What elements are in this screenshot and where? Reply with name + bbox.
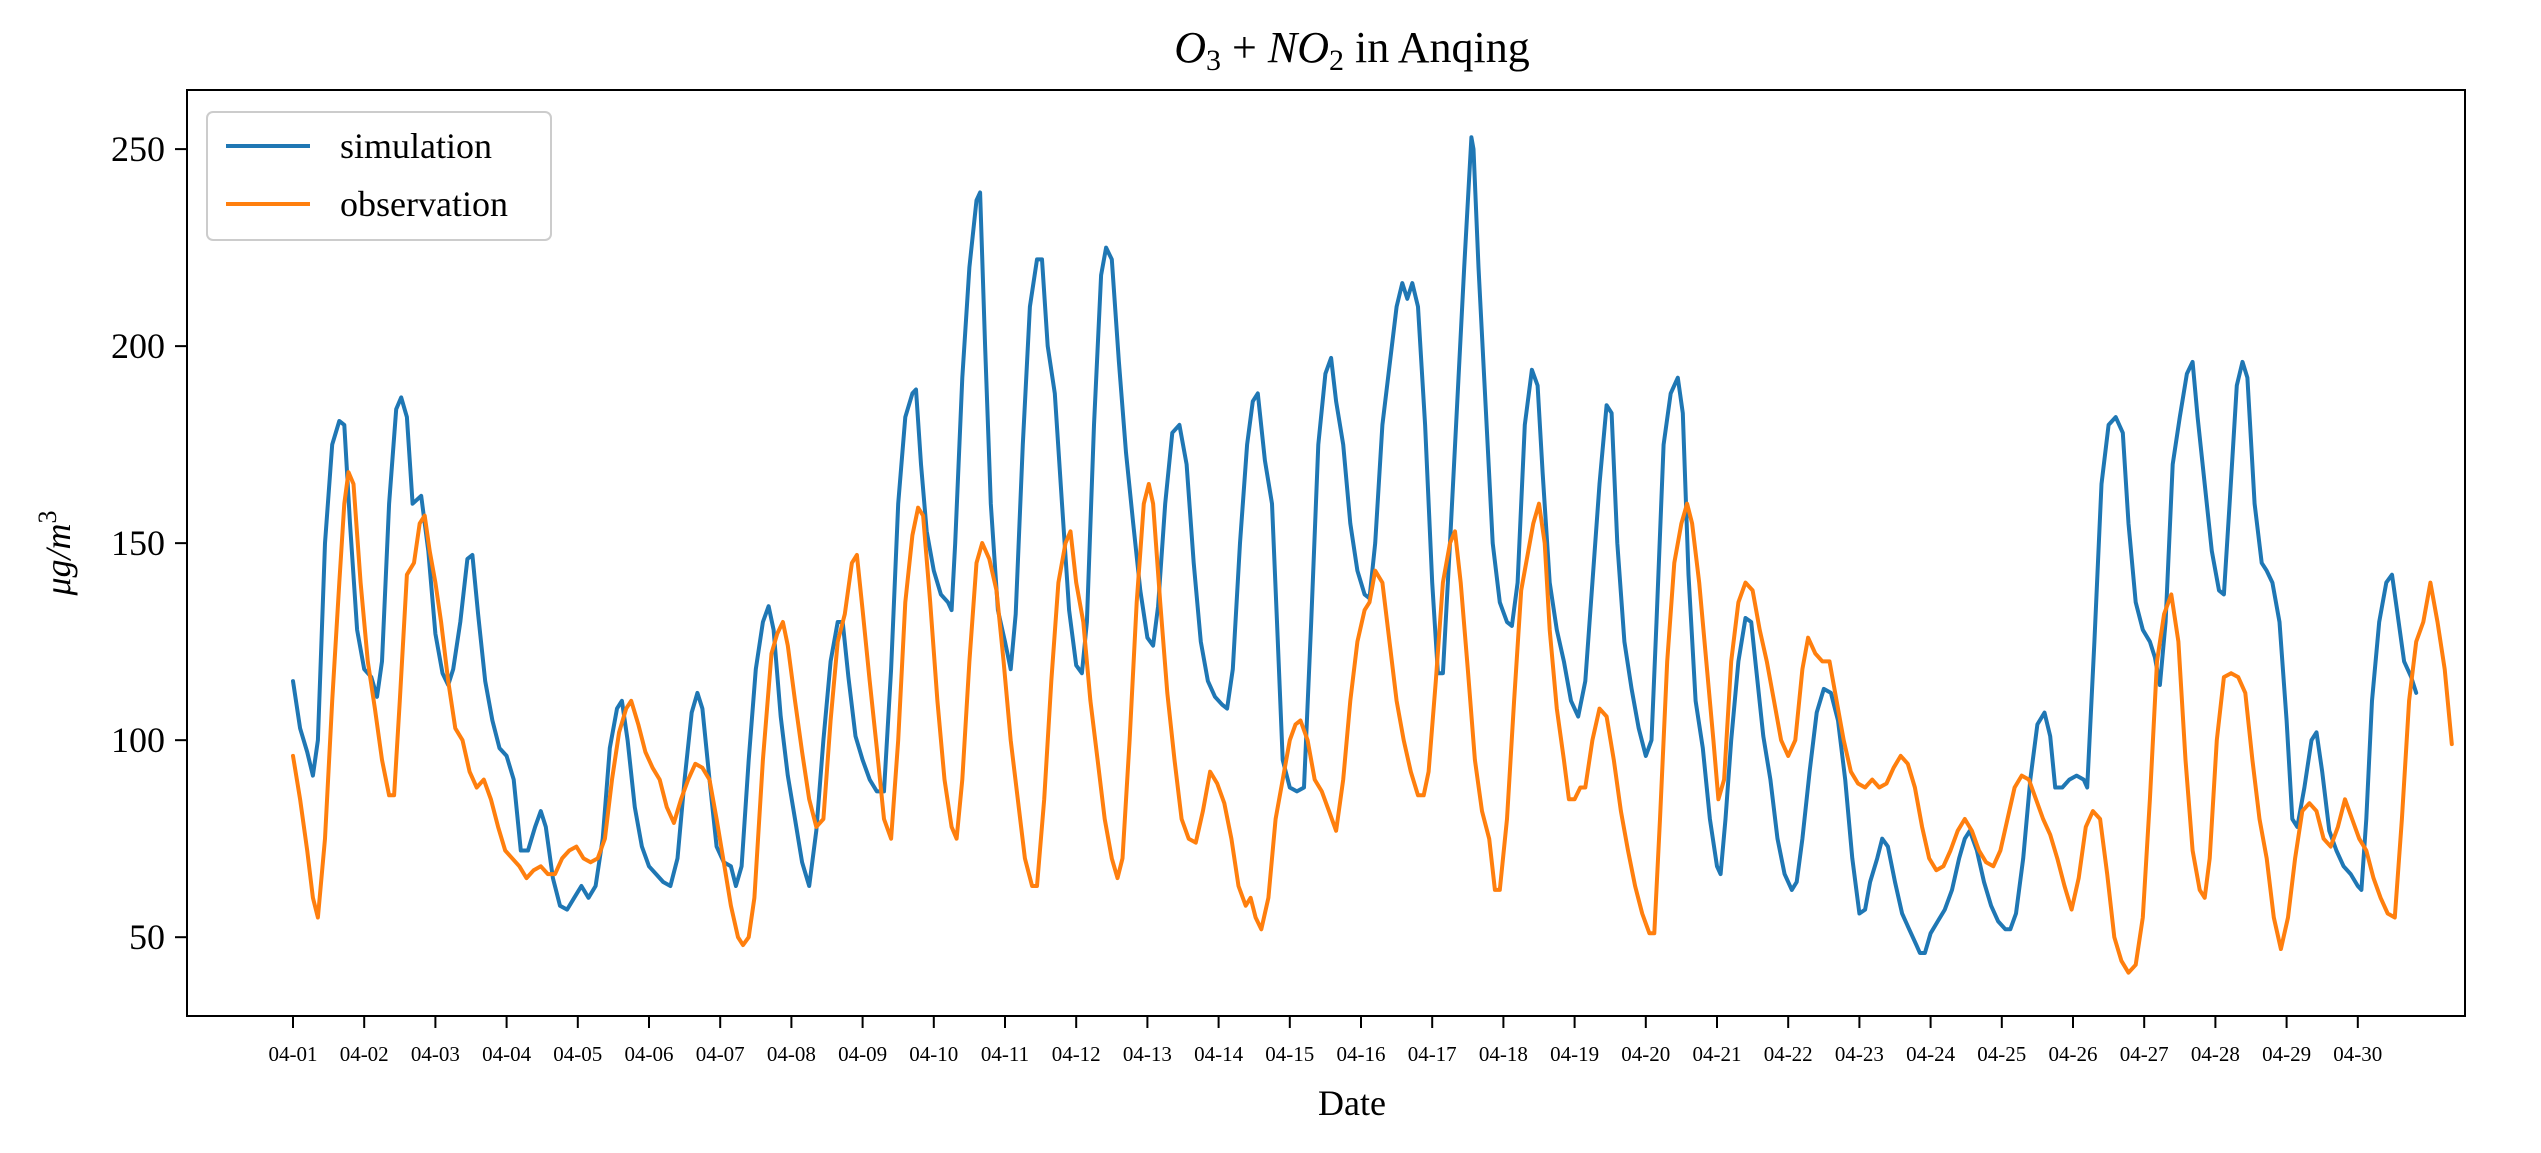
y-axis: 50 100 150 200 250 <box>111 129 187 957</box>
x-tick-label: 04-22 <box>1764 1042 1813 1066</box>
legend: simulation observation <box>206 111 552 241</box>
series-layer <box>291 135 2454 975</box>
y-tick-label: 100 <box>111 720 165 760</box>
x-tick-label: 04-19 <box>1550 1042 1599 1066</box>
x-tick-label: 04-16 <box>1337 1042 1386 1066</box>
x-tick-label: 04-23 <box>1835 1042 1884 1066</box>
x-tick-label: 04-30 <box>2333 1042 2382 1066</box>
x-tick-label: 04-29 <box>2262 1042 2311 1066</box>
x-tick-label: 04-04 <box>482 1042 531 1066</box>
chart-title: O3 + NO2 in Anqing <box>1174 23 1530 77</box>
y-tick-label: 50 <box>129 917 165 957</box>
x-tick-label: 04-15 <box>1265 1042 1314 1066</box>
x-axis-label: Date <box>1318 1083 1386 1123</box>
x-tick-label: 04-08 <box>767 1042 816 1066</box>
x-tick-label: 04-25 <box>1977 1042 2026 1066</box>
x-tick-label: 04-27 <box>2120 1042 2169 1066</box>
x-tick-label: 04-20 <box>1621 1042 1670 1066</box>
x-tick-label: 04-21 <box>1693 1042 1742 1066</box>
series-line-simulation <box>291 135 2419 955</box>
plot-frame <box>186 89 2466 1017</box>
x-tick-label: 04-17 <box>1408 1042 1457 1066</box>
series-line-observation <box>291 470 2454 975</box>
y-axis-label: μg/m3 <box>33 510 78 596</box>
x-tick-label: 04-02 <box>340 1042 389 1066</box>
x-tick-label: 04-11 <box>981 1042 1029 1066</box>
plot-area: 50 100 150 200 250 04-01 04-02 04-03 04-04 04-05… <box>111 89 2466 1066</box>
legend-label-observation: observation <box>340 184 508 224</box>
y-tick-label: 200 <box>111 326 165 366</box>
x-tick-label: 04-10 <box>909 1042 958 1066</box>
x-tick-label: 04-26 <box>2049 1042 2098 1066</box>
y-tick-label: 150 <box>111 523 165 563</box>
x-tick-label: 04-24 <box>1906 1042 1955 1066</box>
x-tick-label: 04-09 <box>838 1042 887 1066</box>
legend-label-simulation: simulation <box>340 126 492 166</box>
x-tick-label: 04-28 <box>2191 1042 2240 1066</box>
x-tick-label: 04-05 <box>553 1042 602 1066</box>
x-tick-label: 04-13 <box>1123 1042 1172 1066</box>
y-tick-label: 250 <box>111 129 165 169</box>
x-tick-label: 04-07 <box>696 1042 745 1066</box>
x-tick-label: 04-03 <box>411 1042 460 1066</box>
x-tick-label: 04-14 <box>1194 1042 1243 1066</box>
x-tick-label: 04-12 <box>1052 1042 1101 1066</box>
x-tick-label: 04-01 <box>269 1042 318 1066</box>
x-axis: 04-01 04-02 04-03 04-04 04-05 04-06 04-07 04-08… <box>269 1016 2382 1066</box>
x-tick-label: 04-06 <box>625 1042 674 1066</box>
x-tick-label: 04-18 <box>1479 1042 1528 1066</box>
